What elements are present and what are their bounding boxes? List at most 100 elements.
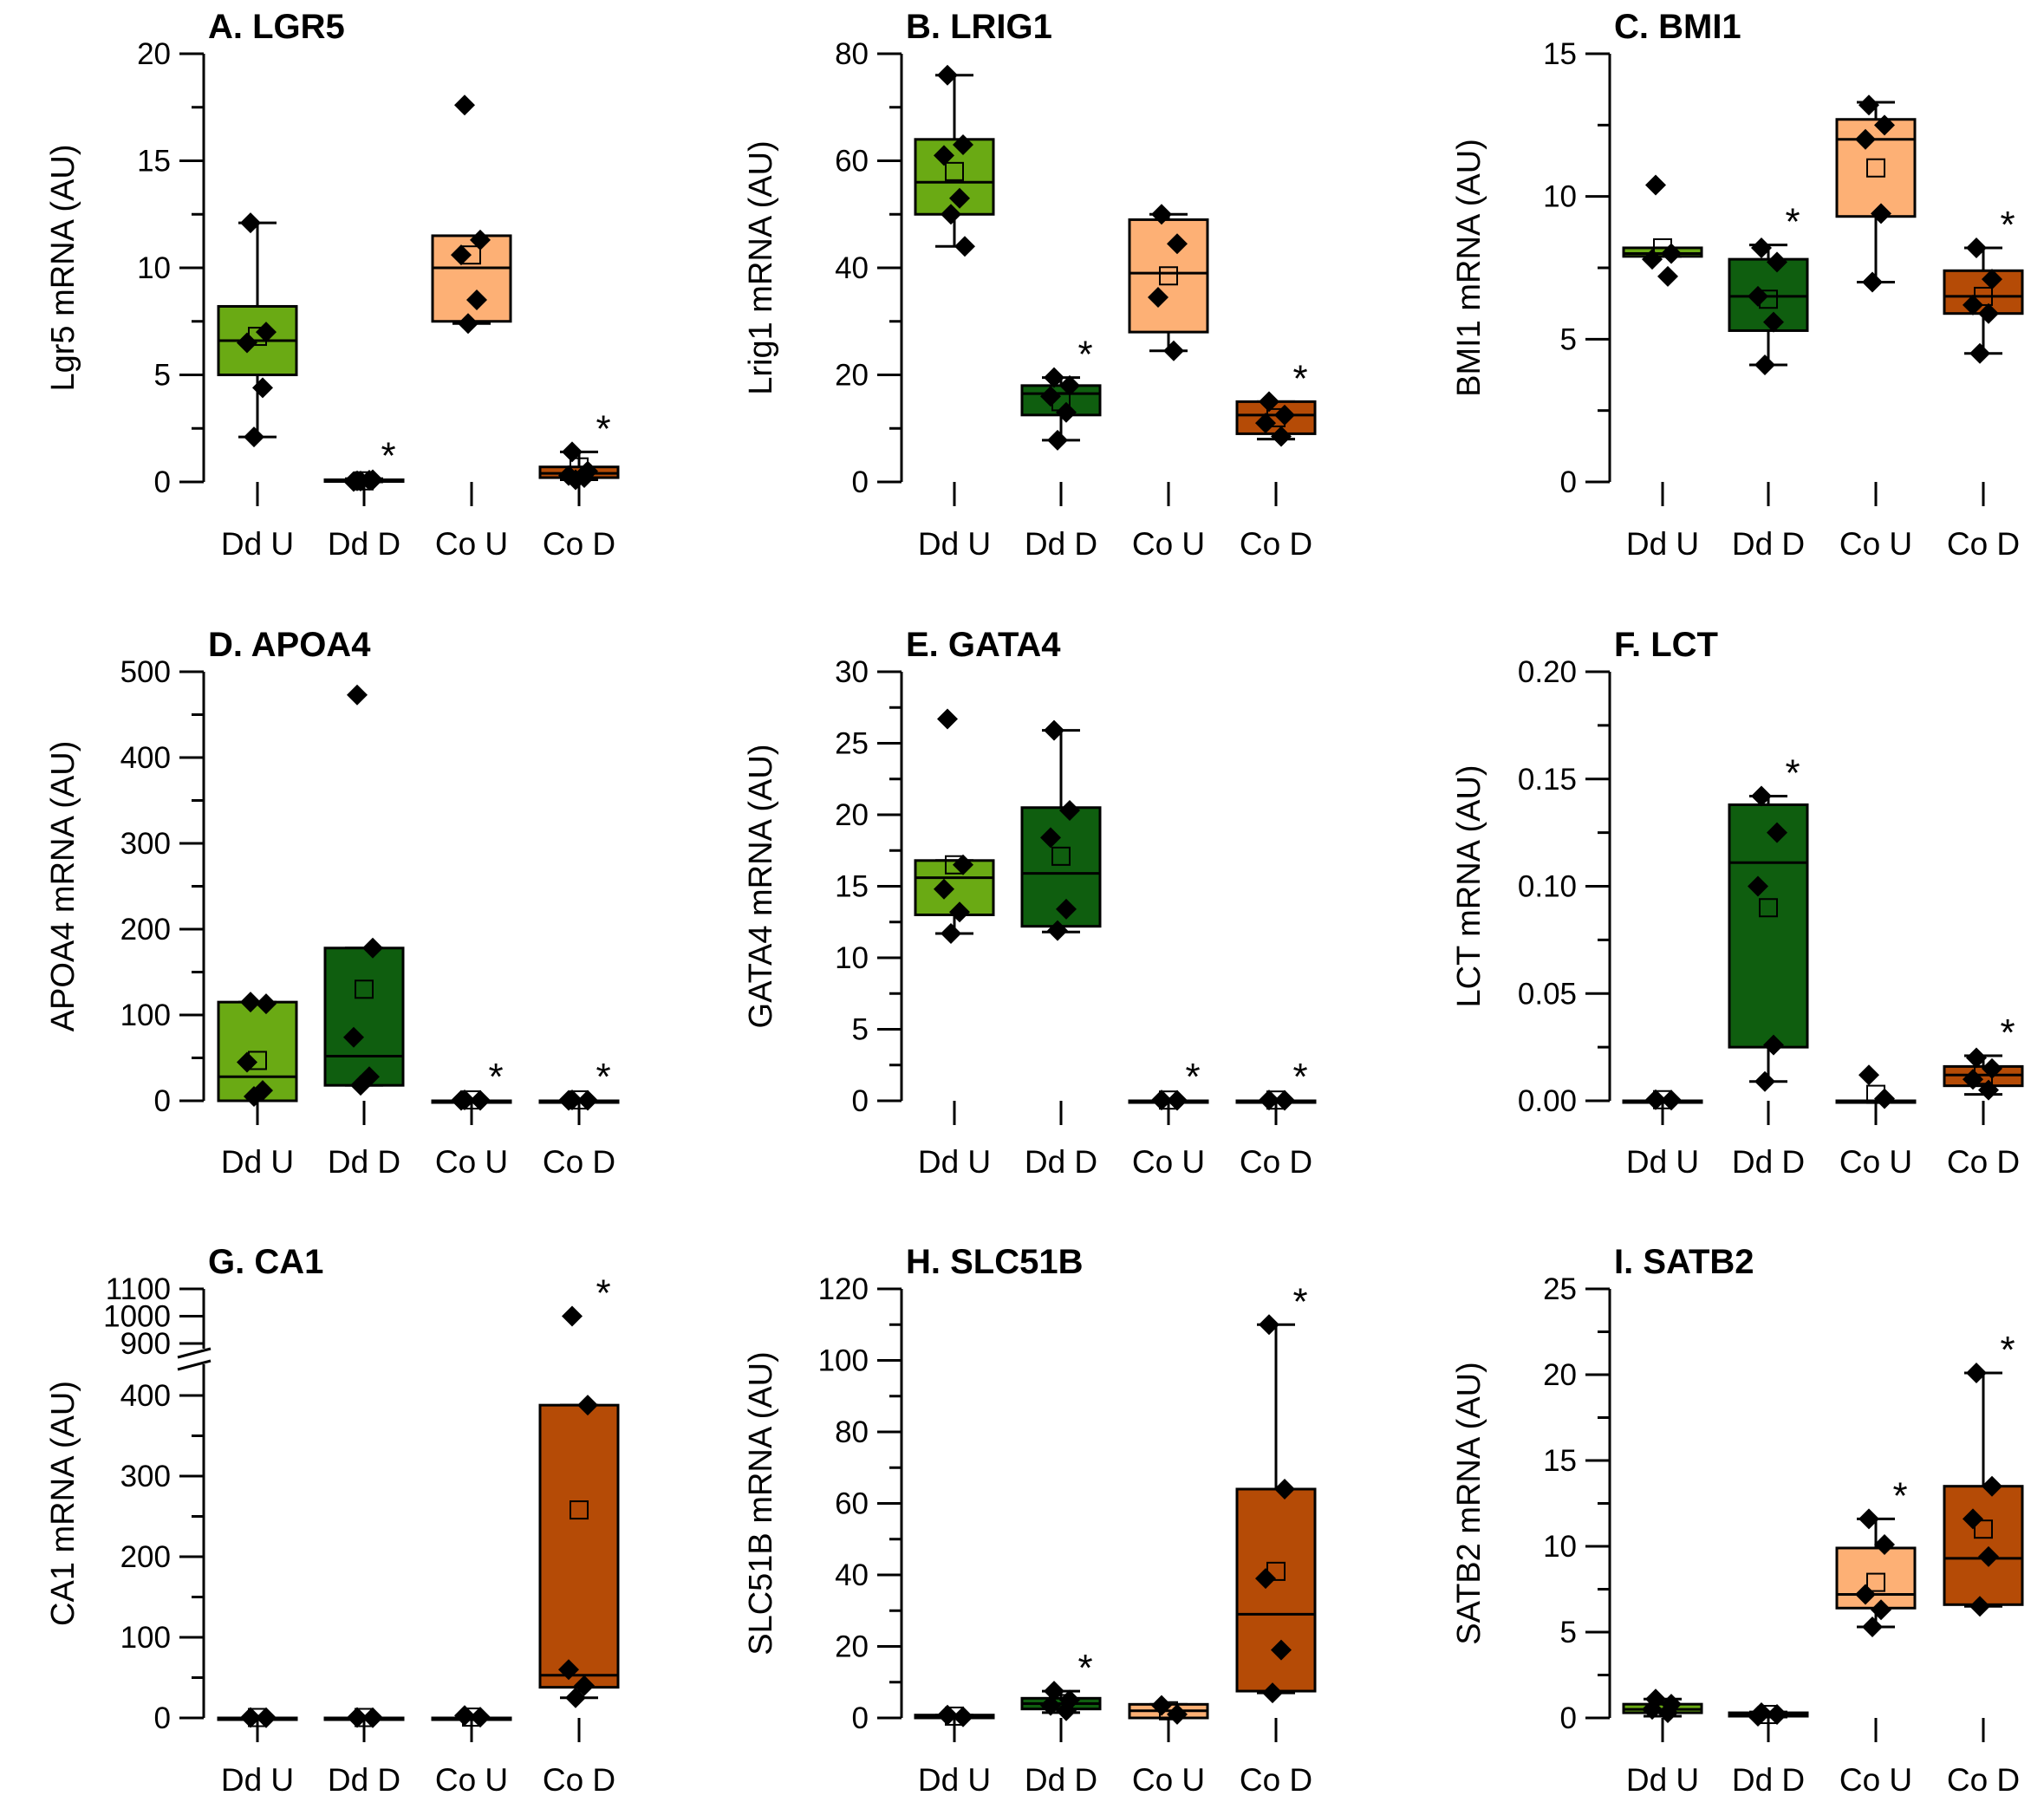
y-tick-label: 5 — [1560, 1616, 1577, 1649]
mean-marker — [462, 245, 481, 265]
box-rect — [431, 234, 512, 323]
x-tick-label: Dd U — [1626, 1762, 1699, 1798]
data-point — [240, 212, 261, 234]
y-axis-title: Lrig1 mRNA (AU) — [743, 140, 779, 395]
data-point — [565, 1687, 586, 1708]
significance-star: * — [488, 1056, 503, 1098]
data-point — [347, 1707, 368, 1728]
x-tick-label: Dd D — [1732, 526, 1805, 562]
mean-marker — [1974, 1519, 1993, 1539]
data-point — [1855, 128, 1876, 150]
significance-star: * — [596, 1056, 610, 1098]
mean-marker — [1653, 1698, 1672, 1718]
y-tick-label: 80 — [835, 1415, 869, 1449]
box-group-co-d: * — [538, 407, 620, 491]
box-rect — [1835, 1546, 1917, 1610]
box-group-co-u — [1128, 1695, 1209, 1725]
box-group-co-d: * — [1943, 1329, 2024, 1617]
data-point — [934, 878, 954, 900]
mean-marker — [1051, 392, 1071, 412]
x-tick-label: Co D — [1240, 526, 1312, 562]
data-point — [466, 289, 487, 311]
y-tick-label: 0.15 — [1518, 763, 1577, 797]
significance-star: * — [381, 434, 395, 477]
data-point — [1751, 237, 1772, 258]
data-point — [1748, 1706, 1768, 1727]
x-tick-label: Co D — [543, 526, 615, 562]
mean-marker — [1866, 1572, 1885, 1592]
y-tick-label: 30 — [835, 655, 869, 689]
mean-marker — [1866, 158, 1885, 178]
y-tick-label: 5 — [154, 359, 171, 393]
x-tick-label: Dd D — [1732, 1762, 1805, 1798]
y-tick-label: 10 — [835, 941, 869, 975]
data-point — [934, 145, 954, 166]
significance-star: * — [2000, 1012, 2015, 1054]
data-point — [1645, 174, 1666, 196]
panel-title: E. GATA4 — [906, 626, 1061, 664]
y-tick-label: 900 — [120, 1327, 171, 1361]
panel-title: A. LGR5 — [208, 8, 345, 46]
mean-marker — [1159, 1090, 1178, 1110]
box-group-co-u — [1128, 204, 1209, 361]
data-point — [1271, 426, 1292, 447]
data-point — [577, 1395, 598, 1416]
y-axis-title: GATA4 mRNA (AU) — [743, 745, 779, 1029]
box-rect — [1128, 218, 1209, 334]
mean-marker — [462, 1090, 481, 1110]
box-group-dd-d: * — [323, 434, 405, 492]
axis-break-mark — [177, 1359, 212, 1371]
data-point — [1148, 286, 1168, 308]
significance-star: * — [1892, 1474, 1907, 1517]
mean-marker — [462, 1708, 481, 1727]
box-rect — [1235, 1487, 1317, 1693]
box-group-co-d: * — [1235, 1280, 1317, 1704]
y-tick-label: 100 — [120, 999, 171, 1032]
x-tick-label: Co D — [543, 1144, 615, 1180]
mean-marker — [248, 327, 267, 347]
data-point — [1259, 391, 1279, 413]
y-axis-title: APOA4 mRNA (AU) — [45, 741, 81, 1032]
box-group-dd-u — [914, 64, 995, 257]
y-tick-label: 10 — [1543, 1530, 1577, 1564]
panel-c-bmi1: C. BMI1 0 5 10 15 BMI1 mRNA (AU) Dd U Dd D * Co U… — [1451, 8, 2024, 562]
data-point — [1271, 1639, 1292, 1661]
x-tick-label: Co U — [1839, 526, 1912, 562]
significance-star: * — [1185, 1056, 1200, 1098]
box-group-co-d: * — [1943, 204, 2024, 364]
mean-marker — [1653, 237, 1672, 257]
panel-title: D. APOA4 — [208, 626, 371, 664]
y-tick-label: 100 — [818, 1344, 869, 1378]
box-group-co-d: * — [1943, 1012, 2024, 1101]
data-point — [1645, 1089, 1666, 1110]
data-point — [1056, 401, 1077, 423]
data-point — [1040, 827, 1061, 849]
data-point — [1754, 354, 1775, 375]
data-point — [937, 64, 958, 86]
panel-e-gata4: E. GATA4 0 5 10 15 20 25 30 GATA4 mRNA (AU) Dd U D… — [743, 626, 1317, 1180]
data-point — [1657, 265, 1678, 287]
mean-marker — [945, 855, 964, 875]
y-tick-label: 40 — [835, 1558, 869, 1592]
box-group-co-d: * — [538, 1272, 620, 1708]
y-tick-label: 60 — [835, 145, 869, 179]
y-axis-title: Lgr5 mRNA (AU) — [45, 144, 81, 391]
data-point — [237, 332, 257, 354]
y-tick-label: 15 — [1543, 37, 1577, 71]
box-rect — [1943, 1485, 2024, 1606]
data-point — [1059, 800, 1080, 822]
x-tick-label: Co D — [543, 1762, 615, 1798]
x-tick-label: Co U — [435, 1762, 508, 1798]
box-group-co-u — [1835, 1064, 1917, 1109]
x-tick-label: Dd U — [918, 1144, 991, 1180]
x-tick-label: Dd D — [1025, 1144, 1097, 1180]
y-tick-label: 0.05 — [1518, 977, 1577, 1011]
panel-i-satb2: I. SATB2 0 5 10 15 20 25 SATB2 mRNA (AU) Dd U Dd … — [1451, 1243, 2024, 1798]
data-point — [244, 1086, 264, 1108]
data-point — [1978, 1079, 1999, 1101]
mean-marker — [355, 1708, 374, 1727]
y-tick-label: 1100 — [106, 1272, 171, 1306]
data-point — [470, 229, 491, 250]
y-tick-label: 0 — [154, 1084, 171, 1118]
mean-marker — [1159, 266, 1178, 286]
